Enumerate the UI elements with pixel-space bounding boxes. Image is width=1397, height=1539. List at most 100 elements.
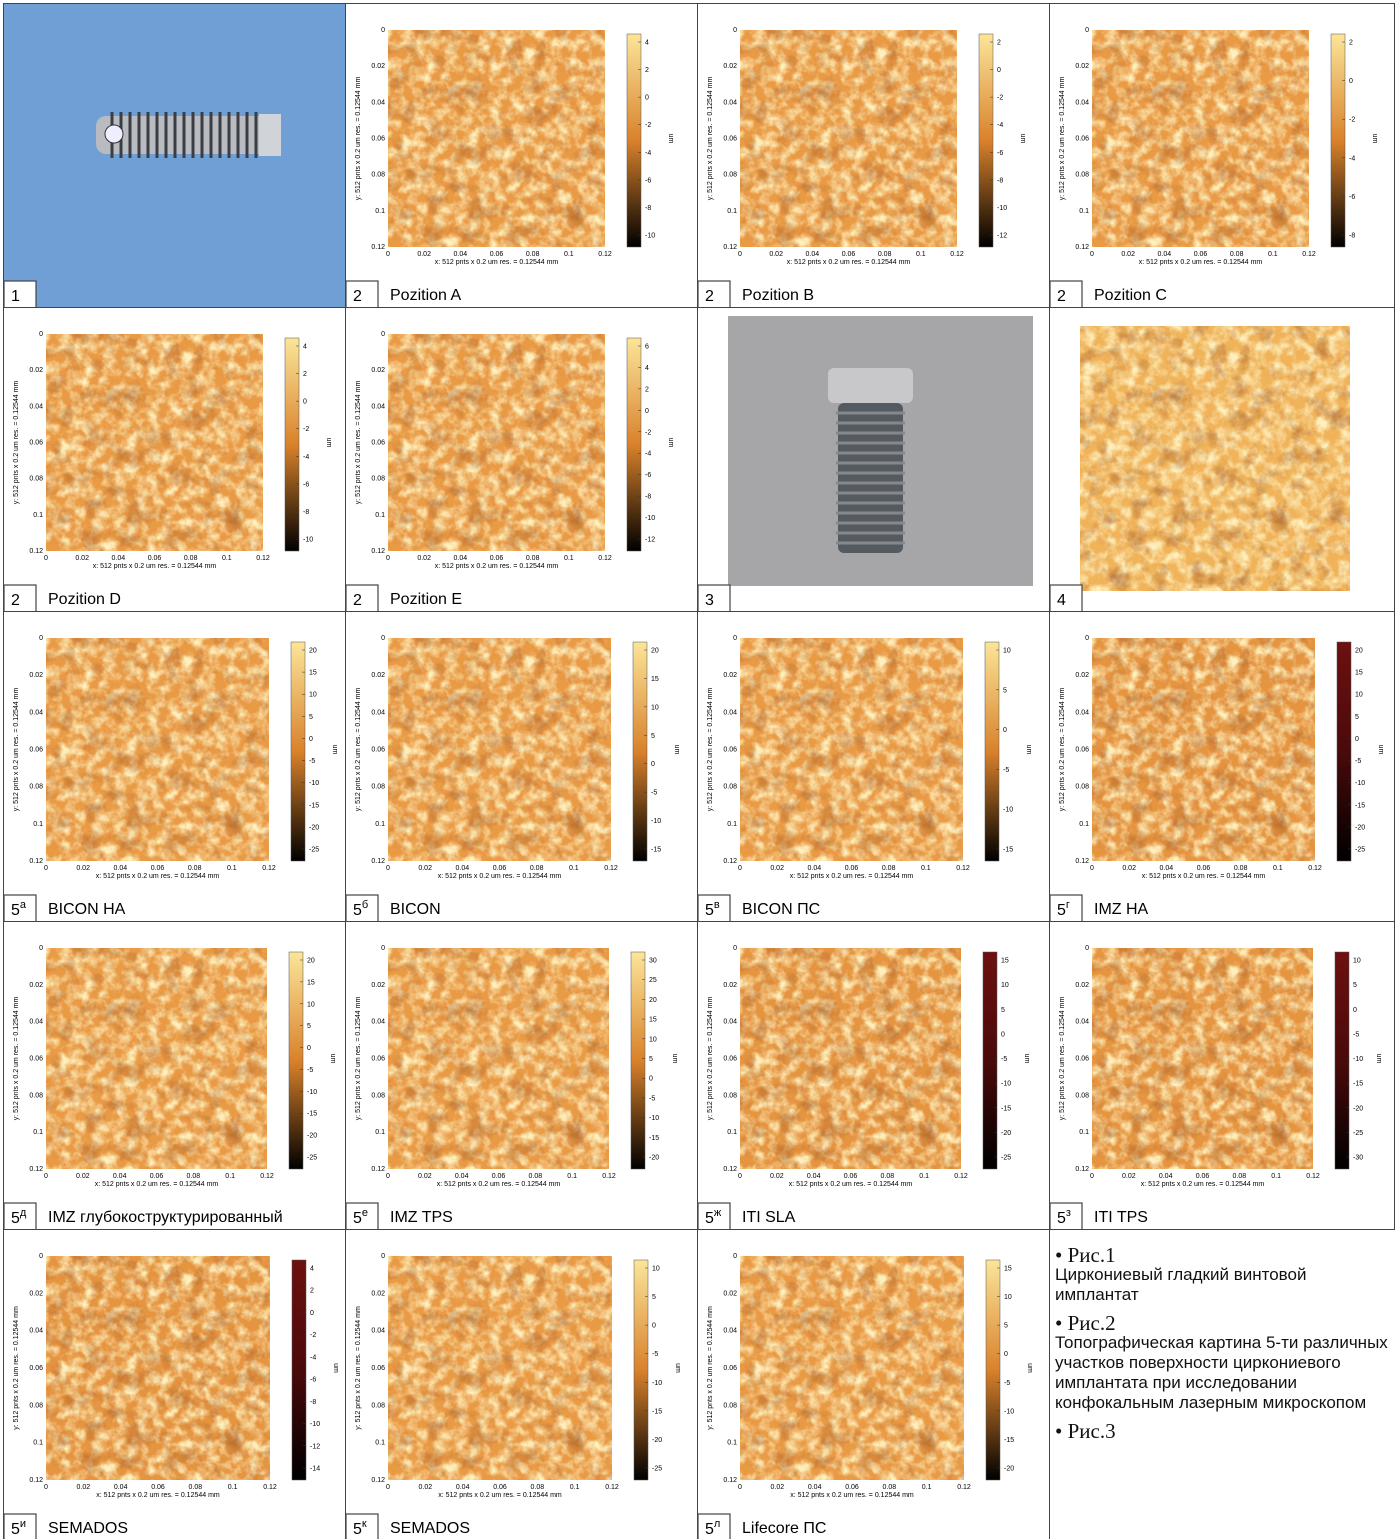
- colorbar: [289, 952, 303, 1169]
- colorbar-label: -8: [645, 494, 651, 501]
- colorbar-label: 0: [307, 1045, 311, 1052]
- panel-caption: Pozition E: [390, 591, 462, 608]
- colorbar-label: -4: [645, 451, 651, 458]
- page: 1000.020.020.040.040.060.060.080.080.10.…: [0, 0, 1397, 1539]
- colorbar-label: -10: [1004, 1408, 1014, 1415]
- colorbar-label: 5: [1355, 714, 1359, 721]
- y-tick-label: 0.02: [723, 1290, 737, 1297]
- y-tick-label: 0.12: [29, 1166, 43, 1173]
- colorbar-label: -10: [645, 515, 655, 522]
- y-tick-label: 0.08: [29, 1402, 43, 1409]
- x-tick-label: 0.06: [845, 1484, 859, 1491]
- y-axis-label: y: 512 pnts x 0.2 um res. = 0.12544 mm: [707, 1306, 714, 1430]
- y-tick-label: 0.1: [375, 821, 385, 828]
- surface-texture: [388, 334, 605, 551]
- y-tick-label: 0.02: [1075, 63, 1089, 70]
- y-tick-label: 0.1: [727, 1129, 737, 1136]
- y-axis-label: y: 512 pnts x 0.2 um res. = 0.12544 mm: [1059, 997, 1066, 1121]
- panel-number: 4: [1057, 592, 1066, 609]
- colorbar-unit: um: [1025, 745, 1032, 755]
- colorbar-label: 4: [310, 1266, 314, 1273]
- x-tick-label: 0: [44, 1173, 48, 1180]
- colorbar-label: 5: [1001, 1007, 1005, 1014]
- y-tick-label: 0.02: [723, 63, 737, 70]
- y-tick-label: 0.04: [371, 99, 385, 106]
- colorbar-label: -12: [645, 537, 655, 544]
- y-tick-label: 0.06: [1075, 747, 1089, 754]
- colorbar-label: 20: [651, 648, 659, 655]
- colorbar-label: -14: [310, 1466, 320, 1473]
- x-tick-label: 0.02: [770, 1173, 784, 1180]
- y-tick-label: 0.12: [29, 548, 43, 555]
- x-tick-label: 0: [44, 555, 48, 562]
- y-tick-label: 0.04: [371, 1019, 385, 1026]
- colorbar-label: -25: [652, 1466, 662, 1473]
- x-tick-label: 0: [738, 1173, 742, 1180]
- x-tick-label: 0.08: [1230, 251, 1244, 258]
- panel: 000.020.020.040.040.060.060.080.080.10.1…: [697, 1229, 1050, 1539]
- y-axis-label: y: 512 pnts x 0.2 um res. = 0.12544 mm: [13, 688, 20, 812]
- colorbar-label: 10: [651, 704, 659, 711]
- x-tick-label: 0.04: [807, 1173, 821, 1180]
- x-tick-label: 0: [386, 1484, 390, 1491]
- panel-number-main: 1: [11, 288, 20, 305]
- y-tick-label: 0: [1085, 635, 1089, 642]
- surface-texture: [46, 948, 267, 1169]
- note-text: Циркониевый гладкий винтовой имплантат: [1055, 1265, 1389, 1305]
- x-tick-label: 0.04: [808, 1484, 822, 1491]
- y-tick-label: 0.06: [371, 440, 385, 447]
- colorbar-label: 15: [1004, 1266, 1012, 1273]
- y-tick-label: 0.08: [371, 476, 385, 483]
- colorbar-label: -5: [309, 758, 315, 765]
- colorbar-label: -4: [303, 454, 309, 461]
- y-tick-label: 0.1: [375, 1440, 385, 1447]
- colorbar-label: 10: [652, 1266, 660, 1273]
- panel-number-main: 2: [353, 592, 362, 609]
- colorbar-label: 2: [310, 1288, 314, 1295]
- x-tick-label: 0.02: [771, 1484, 785, 1491]
- colorbar-label: -6: [310, 1377, 316, 1384]
- panel-number: 2: [1057, 288, 1066, 305]
- colorbar-label: 20: [307, 958, 315, 965]
- x-tick-label: 0.06: [151, 865, 165, 872]
- colorbar-label: 2: [303, 371, 307, 378]
- x-axis-label: x: 512 pnts x 0.2 um res. = 0.12544 mm: [1142, 873, 1266, 880]
- colorbar-label: -30: [1353, 1155, 1363, 1162]
- x-tick-label: 0: [386, 865, 390, 872]
- panel-caption: Lifecore ПС: [742, 1520, 826, 1537]
- panel-figure: 000.020.020.040.040.060.060.080.080.10.1…: [4, 922, 346, 1230]
- y-tick-label: 0.1: [1079, 208, 1089, 215]
- number-box: [346, 585, 378, 612]
- implant-hole: [105, 125, 123, 143]
- panel: 4: [1049, 307, 1395, 612]
- colorbar-label: -5: [652, 1351, 658, 1358]
- panel-caption: SEMADOS: [390, 1520, 470, 1537]
- y-tick-label: 0.08: [371, 1092, 385, 1099]
- x-tick-label: 0.1: [919, 1173, 929, 1180]
- panel-number-main: 5: [11, 902, 20, 919]
- colorbar-label: -8: [310, 1399, 316, 1406]
- y-tick-label: 0.08: [371, 172, 385, 179]
- implant-head: [259, 114, 281, 156]
- number-box: [698, 281, 730, 308]
- y-axis-label: y: 512 pnts x 0.2 um res. = 0.12544 mm: [1059, 77, 1066, 201]
- colorbar-unit: um: [1019, 134, 1026, 144]
- panel-figure: 000.020.020.040.040.060.060.080.080.10.1…: [4, 612, 346, 922]
- y-tick-label: 0.06: [29, 747, 43, 754]
- colorbar-label: 20: [309, 648, 317, 655]
- x-axis-label: x: 512 pnts x 0.2 um res. = 0.12544 mm: [435, 259, 559, 266]
- panel-number-main: 5: [1057, 902, 1066, 919]
- x-tick-label: 0.06: [1196, 1173, 1210, 1180]
- y-tick-label: 0: [381, 331, 385, 338]
- colorbar-label: -5: [651, 790, 657, 797]
- number-box: [1050, 585, 1082, 612]
- y-tick-label: 0: [381, 635, 385, 642]
- colorbar-label: 5: [1003, 687, 1007, 694]
- panel-caption: Pozition D: [48, 591, 121, 608]
- x-tick-label: 0.12: [256, 555, 270, 562]
- panel-number-sup: в: [714, 899, 720, 911]
- x-tick-label: 0.08: [189, 1484, 203, 1491]
- panel-figure: 1: [4, 4, 346, 308]
